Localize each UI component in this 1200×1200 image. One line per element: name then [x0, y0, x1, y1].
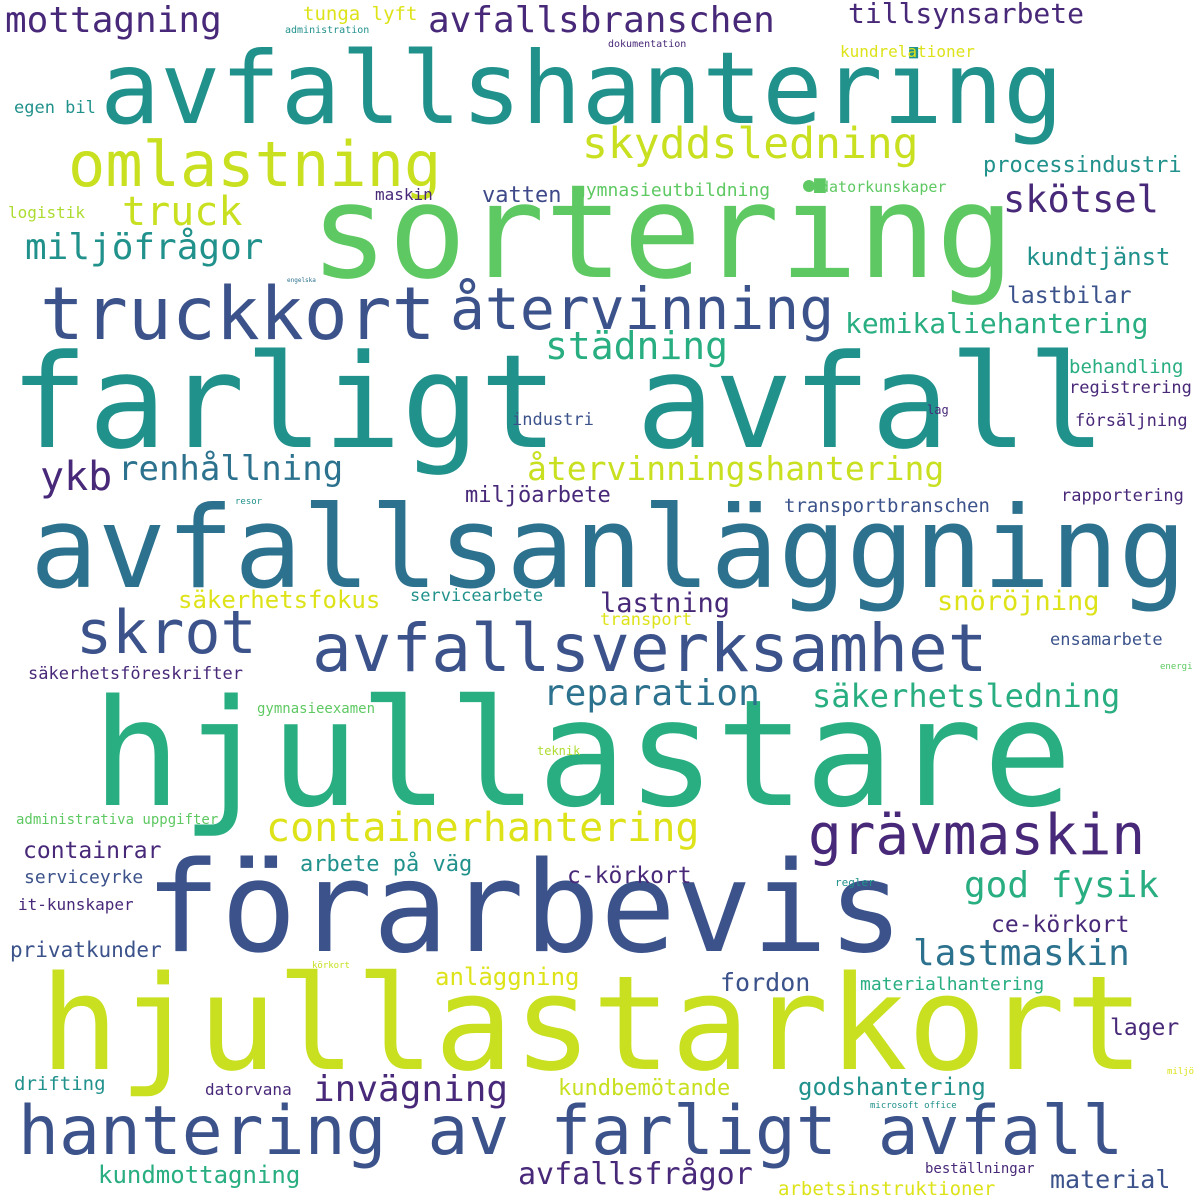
word-engelska: engelska	[287, 277, 316, 284]
word-forarbevis: förarbevis	[145, 834, 904, 981]
word-renhallning: renhållning	[118, 449, 344, 489]
word-arbete-pa-vag: arbete på väg	[300, 852, 473, 877]
word-sortering: sortering	[310, 156, 1015, 308]
word-servicearbete: servicearbete	[410, 586, 544, 606]
word-stadning: städning	[545, 324, 729, 368]
word-dot-marker	[803, 180, 815, 192]
word-logistik: logistik	[8, 203, 86, 222]
word-miljoarbete: miljöarbete	[465, 483, 611, 508]
word-kundmottagning: kundmottagning	[98, 1161, 301, 1189]
word-transportbranschen: transportbranschen	[784, 495, 990, 517]
word-gravmaskin: grävmaskin	[808, 803, 1146, 868]
word-miljofragor: miljöfrågor	[25, 227, 264, 268]
word-privatkunder: privatkunder	[10, 938, 162, 962]
word-avfallshantering: avfallshantering	[100, 30, 1064, 147]
word-regler: regler	[835, 876, 875, 889]
word-lager: lager	[1110, 1015, 1180, 1041]
word-gymnasieutbildning: gymnasieutbildning	[575, 180, 771, 201]
word-atervinning: återvinning	[450, 275, 835, 343]
word-atervinningshantering: återvinningshantering	[527, 449, 945, 488]
word-drifting: drifting	[14, 1073, 106, 1095]
word-kundtjanst: kundtjänst	[1026, 243, 1171, 271]
word-ensamarbete: ensamarbete	[1050, 630, 1163, 650]
word-skyddsledning: skyddsledning	[582, 119, 919, 169]
word-maskin: maskin	[375, 185, 433, 204]
word-omlastning: omlastning	[68, 128, 442, 201]
word-materialhantering: materialhantering	[860, 974, 1045, 995]
word-kundbemotande: kundbemötande	[558, 1076, 731, 1101]
word-microsoft-office: microsoft office	[870, 1101, 957, 1111]
word-industri: industri	[512, 410, 594, 430]
word-gymnasieexamen: gymnasieexamen	[257, 701, 376, 717]
word-datorvana: datorvana	[205, 1080, 292, 1099]
word-egen-bil: egen bil	[14, 98, 96, 118]
word-administration: administration	[285, 25, 370, 36]
word-truckkort: truckkort	[40, 272, 436, 357]
word-kundrelationer: kundrelationer	[840, 42, 975, 61]
word-mottagning: mottagning	[5, 0, 222, 41]
word-forsaljning: försäljning	[1075, 411, 1188, 431]
word-godshantering: godshantering	[798, 1073, 986, 1101]
word-serviceyrke: serviceyrke	[24, 867, 144, 888]
word-hjullastare: hjullastare	[92, 668, 1073, 840]
word-snorojning: snöröjning	[937, 586, 1100, 617]
word-ce-korkort: ce-körkort	[991, 912, 1130, 938]
word-avfallsfragor: avfallsfrågor	[518, 1157, 753, 1192]
word-avfallsbranschen: avfallsbranschen	[428, 0, 775, 41]
word-farligt-avfall: farligt avfall	[10, 326, 1106, 478]
word-arbetsinstruktioner: arbetsinstruktioner	[778, 1178, 996, 1200]
word-anlaggning: anläggning	[435, 963, 580, 991]
word-hantering-av-farligt-avfall: hantering av farligt avfall	[18, 1092, 1124, 1171]
word-containrar: containrar	[23, 838, 162, 864]
word-processindustri: processindustri	[983, 153, 1182, 178]
word-transport: transport	[600, 610, 693, 630]
word-skrot: skrot	[76, 598, 257, 668]
word-registrering: registrering	[1069, 378, 1192, 398]
word-administrativa-uppgifter: administrativa uppgifter	[16, 812, 219, 828]
word-resor: resor	[235, 497, 263, 507]
word-avfallsverksamhet: avfallsverksamhet	[312, 610, 988, 687]
word-datorkunskaper: datorkunskaper	[820, 178, 947, 196]
word-korkort: körkort	[312, 961, 350, 971]
word-dokumentation: dokumentation	[608, 39, 687, 50]
word-miljo: miljö	[1167, 1067, 1195, 1077]
word-bestallningar: beställningar	[925, 1161, 1035, 1177]
word-invagning: invägning	[313, 1069, 509, 1110]
word-kemikaliehantering: kemikaliehantering	[845, 307, 1149, 340]
word-sakerhetsledning: säkerhetsledning	[812, 677, 1121, 715]
word-hjullastarkort: hjullastarkort	[40, 947, 1145, 1100]
word-behandling: behandling	[1069, 356, 1184, 378]
word-skotsel: skötsel	[1003, 178, 1159, 221]
word-teknik: teknik	[537, 744, 581, 758]
word-sakerhetsforeskrifter: säkerhetsföreskrifter	[28, 664, 243, 684]
word-vatten: vatten	[482, 183, 562, 208]
word-tunga-lyft: tunga lyft	[303, 3, 418, 25]
word-reparation: reparation	[543, 673, 760, 714]
word-material: material	[1050, 1165, 1171, 1194]
word-lastmaskin: lastmaskin	[913, 933, 1130, 974]
word-lag: lag	[927, 403, 949, 417]
word-c-korkort: c-körkort	[567, 863, 692, 889]
word-lastning: lastning	[600, 588, 731, 619]
word-avfallsanlaggning: avfallsanläggning	[30, 482, 1187, 614]
word-containerhantering: containerhantering	[266, 805, 700, 851]
word-god-fysik: god fysik	[964, 865, 1160, 906]
word-sakerhetsfokus: säkerhetsfokus	[178, 586, 381, 614]
word-fordon: fordon	[720, 968, 811, 997]
word-tillsynsarbete: tillsynsarbete	[848, 0, 1085, 30]
word-energi: energi	[1160, 662, 1193, 672]
word-lastbilar: lastbilar	[1007, 283, 1132, 309]
word-rapportering: rapportering	[1061, 486, 1184, 506]
word-truck: truck	[122, 189, 243, 235]
word-ykb: ykb	[40, 454, 113, 500]
word-it-kunskaper: it-kunskaper	[18, 895, 134, 914]
